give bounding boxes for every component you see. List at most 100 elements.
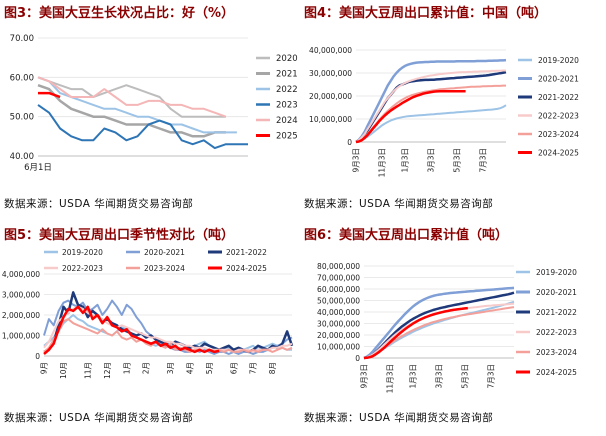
y-tick-label: 30,000,000: [309, 69, 352, 78]
chart-china-cumulative: 0 10,000,000 20,000,000 30,000,000 40,000,00…: [309, 46, 579, 177]
y-tick-label: 10,000,000: [309, 115, 352, 124]
x-tick-label: 5月: [205, 362, 214, 374]
panel-total-cumulative: 图6：美国大豆周出口累计值（吨） 0 10,000,000 20,000,000 30…: [304, 228, 602, 434]
y-tick-label: 0: [347, 138, 352, 147]
legend-label: 2020-2021: [144, 248, 185, 257]
y-tick-label: 20,000,000: [309, 92, 352, 101]
series-line-2019-2020: [355, 104, 507, 143]
x-tick-label: 10月: [59, 362, 68, 379]
series-line-2022-2023: [355, 69, 506, 143]
x-tick-label: 9月3日: [360, 364, 369, 389]
x-tick-label: 6月: [229, 362, 238, 374]
y-tick-label: 80,000,000: [317, 262, 360, 271]
legend-label: 2024-2025: [538, 149, 579, 158]
y-tick-label: 60.00: [10, 73, 34, 83]
legend-label: 2020: [276, 54, 298, 64]
x-tick-label: 7月: [249, 362, 258, 374]
series-line-2024-2025: [43, 305, 220, 355]
y-tick-label: 40,000,000: [309, 46, 352, 55]
panel-weekly-seasonal: 图5：美国大豆周出口季节性对比（吨） 0 1,000,000 2,000,000 3,…: [2, 228, 300, 434]
x-tick-label: 1月3日: [409, 364, 418, 389]
data-source: 数据来源：USDA 华闻期货交易咨询部: [304, 198, 494, 210]
chart-title: 图5：美国大豆周出口季节性对比（吨）: [4, 228, 235, 243]
y-tick-label: 40,000,000: [317, 308, 360, 317]
x-tick-label: 2月: [142, 362, 151, 374]
x-tick-label: 8月: [268, 362, 277, 374]
legend-label: 2023: [276, 101, 298, 111]
series-line-2020: [37, 76, 226, 118]
panel-growth-condition: 图3：美国大豆生长状况占比：好（%） 40.00 50.00 60.00 70.00 6…: [4, 6, 300, 212]
data-source: 数据来源：USDA 华闻期货交易咨询部: [4, 198, 194, 210]
x-tick-label: 7月3日: [487, 364, 496, 389]
legend-label: 2019-2020: [62, 248, 103, 257]
data-source: 数据来源：USDA 华闻期货交易咨询部: [4, 412, 194, 424]
legend-label: 2023-2024: [144, 264, 185, 273]
series-line-2024-2025: [363, 306, 468, 360]
series-line-2021: [37, 84, 226, 138]
x-tick-label: 4月: [186, 362, 195, 374]
legend-label: 2020-2021: [536, 288, 577, 297]
y-tick-label: 3,000,000: [2, 291, 40, 300]
y-tick-label: 50,000,000: [317, 297, 360, 306]
x-tick-label: 1月: [122, 362, 131, 374]
series-line-2020-2021: [355, 58, 507, 143]
x-tick-label: 3月: [166, 362, 175, 374]
chart-title: 图3：美国大豆生长状况占比：好（%）: [4, 6, 235, 21]
y-tick-label: 0: [355, 354, 360, 363]
legend-label: 2024-2025: [536, 368, 577, 377]
x-tick-label: 9月: [40, 362, 49, 374]
panel-china-cumulative: 图4：美国大豆周出口累计值：中国（吨） 0 10,000,000 20,000,00…: [304, 6, 602, 212]
legend-label: 2025: [276, 132, 298, 142]
legend-label: 2022-2023: [62, 264, 103, 273]
y-tick-label: 60,000,000: [317, 285, 360, 294]
chart-growth-condition: 40.00 50.00 60.00 70.00 6月1日 2020 2021 2022 2023…: [10, 34, 298, 173]
x-tick-label: 6月1日: [24, 163, 52, 173]
series-line-2023: [37, 104, 248, 150]
chart-title: 图4：美国大豆周出口累计值：中国（吨）: [304, 6, 548, 21]
series-line-2023-2024: [363, 306, 515, 359]
series-line-2021-2022: [363, 291, 515, 360]
y-tick-label: 50.00: [10, 113, 34, 123]
x-tick-label: 9月3日: [352, 148, 361, 173]
legend-label: 2019-2020: [536, 268, 577, 277]
y-tick-label: 0: [35, 352, 40, 361]
y-tick-label: 40.00: [10, 152, 34, 162]
chart-title: 图6：美国大豆周出口累计值（吨）: [304, 228, 509, 243]
series-line-2019-2020: [363, 300, 515, 359]
x-tick-label: 3月3日: [435, 364, 444, 389]
series-line-2021-2022: [355, 70, 507, 144]
legend-label: 2022-2023: [538, 112, 579, 121]
legend-label: 2023-2024: [538, 130, 579, 139]
legend-label: 2020-2021: [538, 75, 579, 84]
series-line-2020-2021: [363, 286, 515, 360]
legend-label: 2023-2024: [536, 348, 577, 357]
y-tick-label: 30,000,000: [317, 320, 360, 329]
x-tick-label: 5月3日: [461, 364, 470, 389]
y-tick-label: 20,000,000: [317, 331, 360, 340]
x-tick-label: 11月: [83, 362, 92, 379]
series-line-2024-2025: [355, 89, 466, 144]
y-tick-label: 1,000,000: [2, 332, 40, 341]
y-tick-label: 70,000,000: [317, 274, 360, 283]
legend-label: 2021-2022: [538, 93, 579, 102]
legend-label: 2022: [276, 85, 298, 95]
legend-label: 2024: [276, 116, 298, 126]
legend-label: 2021: [276, 70, 298, 80]
data-source: 数据来源：USDA 华闻期货交易咨询部: [304, 412, 494, 424]
x-tick-label: 12月: [103, 362, 112, 379]
y-tick-label: 70.00: [10, 34, 34, 44]
x-tick-label: 3月3日: [427, 148, 436, 173]
x-tick-label: 7月3日: [479, 148, 488, 173]
legend-label: 2019-2020: [538, 56, 579, 65]
y-tick-label: 4,000,000: [2, 270, 40, 279]
legend-label: 2021-2022: [536, 308, 577, 317]
y-tick-label: 10,000,000: [317, 343, 360, 352]
x-tick-label: 1月3日: [401, 148, 410, 173]
series-line-2024: [37, 76, 227, 118]
series-line-2025: [38, 91, 61, 99]
x-tick-label: 11月3日: [386, 364, 395, 393]
x-tick-label: 11月3日: [378, 148, 387, 177]
x-tick-label: 5月3日: [453, 148, 462, 173]
legend-label: 2024-2025: [226, 264, 267, 273]
chart-weekly-seasonal: 0 1,000,000 2,000,000 3,000,000 4,000,000 9月 1…: [2, 248, 294, 379]
